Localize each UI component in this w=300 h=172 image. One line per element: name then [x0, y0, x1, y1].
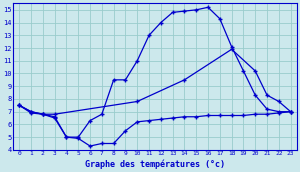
X-axis label: Graphe des températures (°c): Graphe des températures (°c): [85, 159, 225, 169]
